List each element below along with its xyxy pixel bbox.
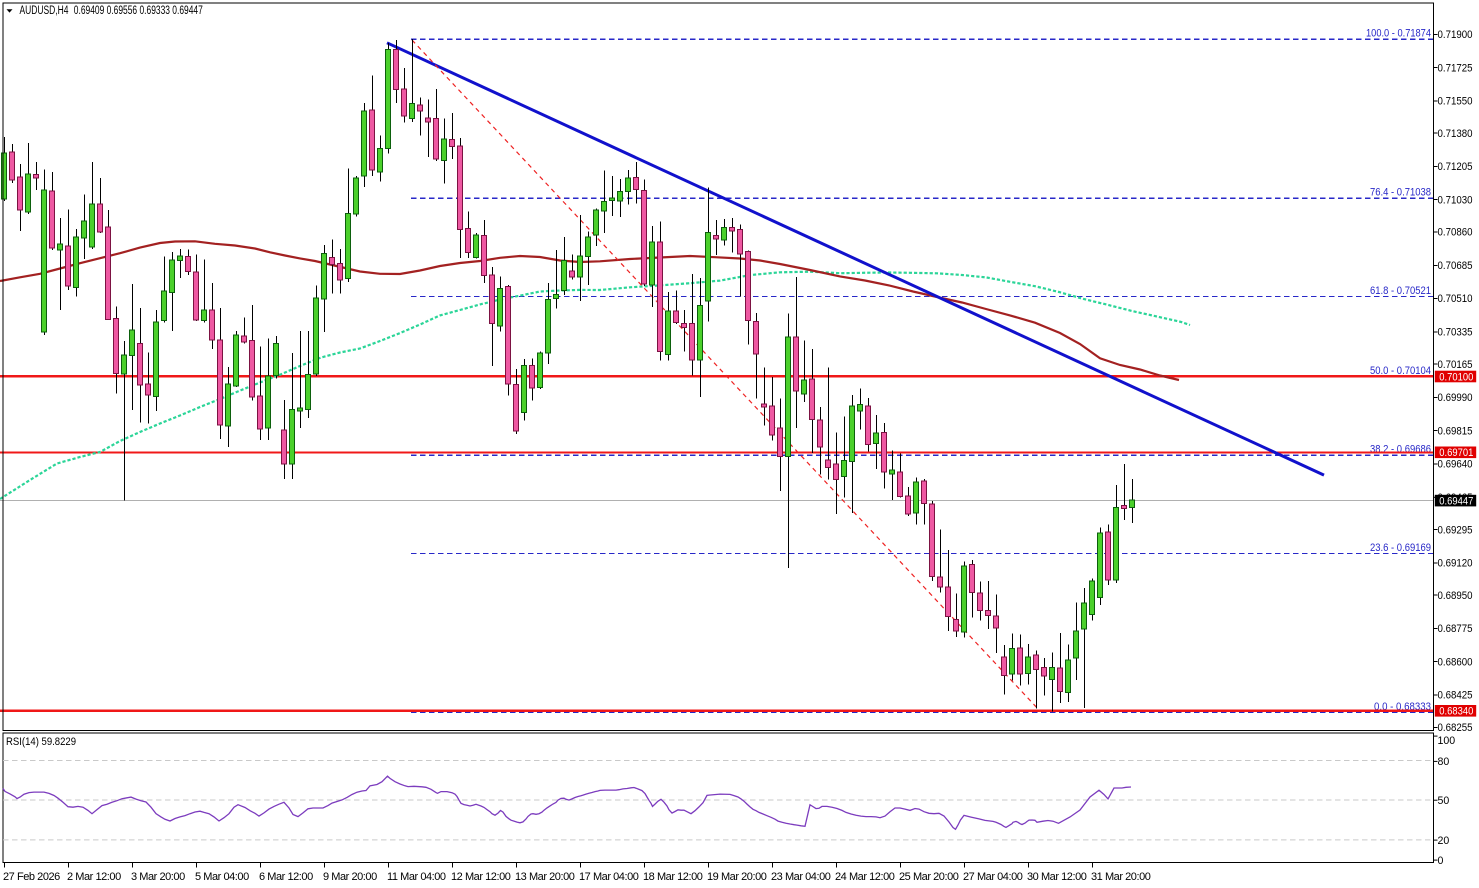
svg-text:0.69447: 0.69447 [1439, 496, 1473, 508]
svg-text:5 Mar 04:00: 5 Mar 04:00 [195, 871, 249, 883]
svg-text:0.71380: 0.71380 [1438, 128, 1473, 140]
svg-text:0.69640: 0.69640 [1438, 459, 1473, 471]
svg-text:0.68340: 0.68340 [1439, 706, 1473, 718]
svg-text:0.68425: 0.68425 [1438, 690, 1473, 702]
svg-text:12 Mar 12:00: 12 Mar 12:00 [451, 871, 511, 883]
svg-text:25 Mar 20:00: 25 Mar 20:00 [899, 871, 959, 883]
svg-text:100.0 - 0.71874: 100.0 - 0.71874 [1366, 28, 1431, 40]
svg-text:18 Mar 12:00: 18 Mar 12:00 [643, 871, 703, 883]
svg-text:AUDUSD,H4: AUDUSD,H4 [20, 5, 69, 17]
svg-text:19 Mar 20:00: 19 Mar 20:00 [707, 871, 767, 883]
svg-text:0.70685: 0.70685 [1438, 260, 1473, 272]
svg-text:11 Mar 04:00: 11 Mar 04:00 [387, 871, 446, 883]
svg-text:30 Mar 12:00: 30 Mar 12:00 [1027, 871, 1087, 883]
svg-text:3 Mar 20:00: 3 Mar 20:00 [131, 871, 185, 883]
svg-text:38.2 - 0.69686: 38.2 - 0.69686 [1370, 444, 1431, 456]
svg-text:23.6 - 0.69169: 23.6 - 0.69169 [1370, 542, 1431, 554]
svg-text:61.8 - 0.70521: 61.8 - 0.70521 [1370, 285, 1431, 297]
svg-text:2 Mar 12:00: 2 Mar 12:00 [67, 871, 121, 883]
svg-text:23 Mar 04:00: 23 Mar 04:00 [771, 871, 831, 883]
svg-text:0.70165: 0.70165 [1438, 359, 1473, 371]
svg-text:0.70860: 0.70860 [1438, 227, 1473, 239]
svg-text:50.0 - 0.70104: 50.0 - 0.70104 [1370, 365, 1431, 377]
svg-text:0.71205: 0.71205 [1438, 161, 1473, 173]
svg-text:0.71030: 0.71030 [1438, 194, 1473, 206]
svg-text:0.71900: 0.71900 [1438, 29, 1473, 41]
svg-text:0.69701: 0.69701 [1439, 447, 1473, 459]
svg-text:0.71550: 0.71550 [1438, 96, 1473, 108]
svg-text:0.69990: 0.69990 [1438, 392, 1473, 404]
svg-text:27 Mar 04:00: 27 Mar 04:00 [963, 871, 1023, 883]
svg-text:80: 80 [1438, 756, 1450, 768]
svg-text:0.69815: 0.69815 [1438, 425, 1473, 437]
svg-text:0.71725: 0.71725 [1438, 62, 1473, 74]
svg-text:0.69295: 0.69295 [1438, 524, 1473, 536]
svg-text:0.70510: 0.70510 [1438, 293, 1473, 305]
svg-text:17 Mar 04:00: 17 Mar 04:00 [579, 871, 639, 883]
svg-text:13 Mar 20:00: 13 Mar 20:00 [515, 871, 575, 883]
svg-text:0.68255: 0.68255 [1438, 722, 1473, 734]
svg-text:0.69120: 0.69120 [1438, 558, 1473, 570]
svg-text:0.69409 0.69556 0.69333 0.6944: 0.69409 0.69556 0.69333 0.69447 [74, 5, 203, 17]
svg-text:76.4 - 0.71038: 76.4 - 0.71038 [1370, 187, 1431, 199]
svg-text:27 Feb 2026: 27 Feb 2026 [3, 871, 60, 883]
svg-text:50: 50 [1438, 795, 1450, 807]
svg-text:0.70100: 0.70100 [1439, 371, 1473, 383]
svg-text:0.70335: 0.70335 [1438, 327, 1473, 339]
svg-text:0: 0 [1438, 855, 1444, 867]
svg-text:9 Mar 20:00: 9 Mar 20:00 [323, 871, 377, 883]
svg-text:RSI(14) 59.8229: RSI(14) 59.8229 [6, 736, 76, 748]
svg-text:24 Mar 12:00: 24 Mar 12:00 [835, 871, 895, 883]
svg-text:0.68600: 0.68600 [1438, 656, 1473, 668]
svg-text:0.68950: 0.68950 [1438, 590, 1473, 602]
svg-text:0.68775: 0.68775 [1438, 623, 1473, 635]
svg-text:100: 100 [1438, 735, 1456, 747]
svg-text:31 Mar 20:00: 31 Mar 20:00 [1091, 871, 1151, 883]
svg-text:20: 20 [1438, 835, 1450, 847]
svg-text:6 Mar 12:00: 6 Mar 12:00 [259, 871, 313, 883]
